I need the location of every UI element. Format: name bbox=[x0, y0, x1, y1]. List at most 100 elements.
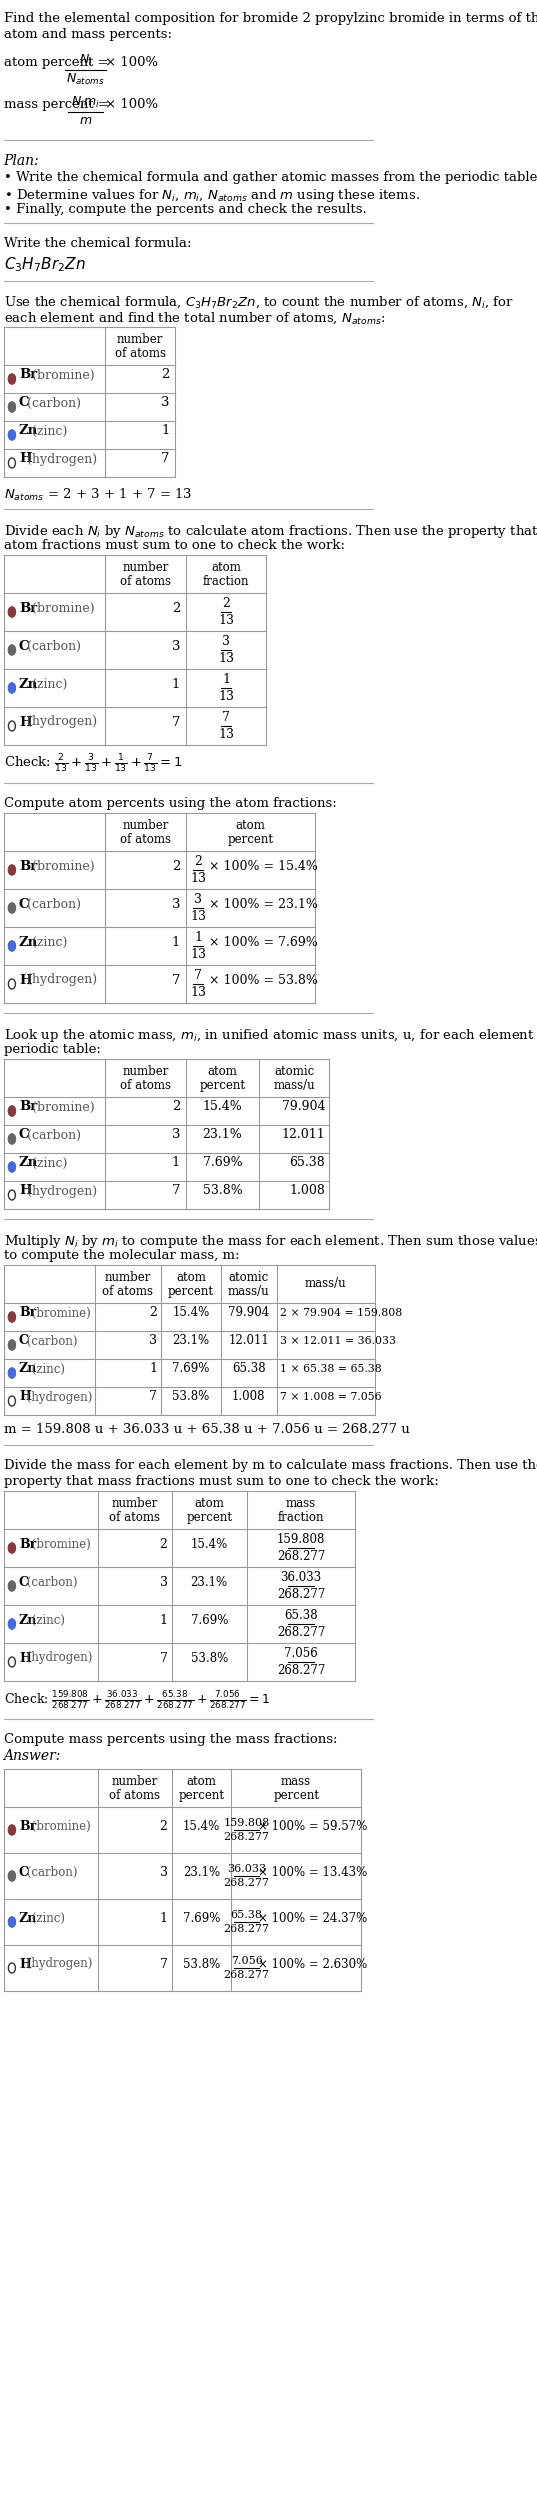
Text: of atoms: of atoms bbox=[110, 1789, 161, 1801]
Text: 53.8%: 53.8% bbox=[172, 1392, 209, 1404]
Text: 53.8%: 53.8% bbox=[191, 1650, 228, 1665]
Text: atom: atom bbox=[176, 1271, 206, 1284]
Text: 23.1%: 23.1% bbox=[191, 1575, 228, 1588]
Text: 7.056: 7.056 bbox=[231, 1957, 263, 1967]
Text: Br: Br bbox=[19, 1306, 36, 1319]
Text: 1: 1 bbox=[194, 932, 202, 945]
Text: 1: 1 bbox=[172, 678, 180, 691]
Text: 159.808: 159.808 bbox=[223, 1819, 270, 1829]
Text: 15.4%: 15.4% bbox=[191, 1537, 228, 1550]
Text: H: H bbox=[19, 1957, 31, 1969]
Text: × 100% = 2.630%: × 100% = 2.630% bbox=[258, 1957, 367, 1969]
Text: fraction: fraction bbox=[203, 575, 249, 588]
Text: (carbon): (carbon) bbox=[23, 1575, 78, 1588]
Text: 7.69%: 7.69% bbox=[203, 1156, 242, 1171]
Text: percent: percent bbox=[186, 1512, 232, 1525]
Text: (carbon): (carbon) bbox=[23, 641, 81, 653]
Text: (bromine): (bromine) bbox=[27, 1100, 94, 1113]
Text: 7.69%: 7.69% bbox=[172, 1362, 209, 1377]
Text: × 100%: × 100% bbox=[105, 98, 158, 111]
Text: atom: atom bbox=[211, 560, 241, 575]
Text: 13: 13 bbox=[191, 987, 206, 1000]
Text: atom: atom bbox=[236, 819, 265, 831]
Circle shape bbox=[9, 942, 16, 952]
Text: of atoms: of atoms bbox=[115, 347, 166, 359]
Text: 268.277: 268.277 bbox=[277, 1625, 325, 1638]
Text: 7: 7 bbox=[159, 1650, 168, 1665]
Circle shape bbox=[9, 402, 16, 412]
Text: mass: mass bbox=[286, 1497, 316, 1510]
Circle shape bbox=[9, 1871, 16, 1881]
Text: (carbon): (carbon) bbox=[23, 1128, 81, 1140]
Text: Find the elemental composition for bromide 2 propylzinc bromide in terms of the: Find the elemental composition for bromi… bbox=[4, 13, 537, 25]
Text: number: number bbox=[122, 1065, 169, 1078]
Text: (carbon): (carbon) bbox=[23, 897, 81, 909]
Text: C: C bbox=[19, 1128, 30, 1140]
Text: 23.1%: 23.1% bbox=[202, 1128, 242, 1140]
Text: 7: 7 bbox=[194, 970, 202, 982]
Text: 36.033: 36.033 bbox=[227, 1864, 266, 1874]
Text: 7.69%: 7.69% bbox=[183, 1912, 220, 1924]
Text: Zn: Zn bbox=[19, 1613, 37, 1625]
Text: 1: 1 bbox=[159, 1912, 168, 1924]
Text: (bromine): (bromine) bbox=[27, 600, 94, 615]
Text: 268.277: 268.277 bbox=[224, 1879, 270, 1889]
Text: percent: percent bbox=[200, 1080, 245, 1093]
Text: 13: 13 bbox=[218, 653, 234, 666]
Text: (bromine): (bromine) bbox=[27, 859, 94, 872]
Text: $m$: $m$ bbox=[79, 113, 92, 128]
Text: 79.904: 79.904 bbox=[282, 1100, 325, 1113]
Text: C: C bbox=[19, 1575, 29, 1588]
Text: Zn: Zn bbox=[19, 678, 38, 691]
Text: 7.69%: 7.69% bbox=[191, 1613, 228, 1625]
Circle shape bbox=[9, 683, 16, 693]
Text: Br: Br bbox=[19, 859, 37, 872]
Text: 23.1%: 23.1% bbox=[172, 1334, 209, 1346]
Text: Zn: Zn bbox=[19, 1156, 38, 1171]
Text: C: C bbox=[19, 897, 30, 909]
Text: Multiply $N_i$ by $m_i$ to compute the mass for each element. Then sum those val: Multiply $N_i$ by $m_i$ to compute the m… bbox=[4, 1233, 537, 1251]
Text: 13: 13 bbox=[191, 872, 206, 884]
Text: 2: 2 bbox=[222, 598, 230, 610]
Text: 23.1%: 23.1% bbox=[183, 1866, 220, 1879]
Text: 7: 7 bbox=[172, 975, 180, 987]
Text: number: number bbox=[122, 560, 169, 575]
Text: Br: Br bbox=[19, 369, 37, 382]
Text: 1: 1 bbox=[172, 934, 180, 950]
Circle shape bbox=[9, 374, 16, 384]
Text: 13: 13 bbox=[218, 691, 234, 703]
Text: 13: 13 bbox=[218, 613, 234, 628]
Text: (hydrogen): (hydrogen) bbox=[23, 1392, 93, 1404]
Text: (bromine): (bromine) bbox=[27, 1537, 90, 1550]
Text: 36.033: 36.033 bbox=[280, 1570, 322, 1585]
Text: 15.4%: 15.4% bbox=[202, 1100, 242, 1113]
Text: 3: 3 bbox=[222, 636, 230, 648]
Text: 13: 13 bbox=[191, 909, 206, 922]
Text: 3: 3 bbox=[161, 397, 170, 409]
Text: Plan:: Plan: bbox=[4, 153, 39, 168]
Text: 2: 2 bbox=[172, 600, 180, 615]
Text: (hydrogen): (hydrogen) bbox=[23, 1957, 93, 1969]
Circle shape bbox=[9, 1917, 16, 1927]
Text: (zinc): (zinc) bbox=[27, 934, 67, 950]
Text: of atoms: of atoms bbox=[103, 1286, 154, 1299]
Text: number: number bbox=[122, 819, 169, 831]
Text: H: H bbox=[19, 975, 32, 987]
Text: of atoms: of atoms bbox=[110, 1512, 161, 1525]
Text: (carbon): (carbon) bbox=[23, 1866, 78, 1879]
Text: 2: 2 bbox=[159, 1537, 168, 1550]
Text: Check: $\frac{2}{13} + \frac{3}{13} + \frac{1}{13} + \frac{7}{13} = 1$: Check: $\frac{2}{13} + \frac{3}{13} + \f… bbox=[4, 754, 182, 776]
Circle shape bbox=[9, 1542, 16, 1552]
Text: 7: 7 bbox=[172, 716, 180, 728]
Text: (zinc): (zinc) bbox=[27, 678, 67, 691]
Text: number: number bbox=[105, 1271, 151, 1284]
Text: periodic table:: periodic table: bbox=[4, 1042, 100, 1055]
Text: 7 × 1.008 = 7.056: 7 × 1.008 = 7.056 bbox=[280, 1392, 381, 1402]
Text: of atoms: of atoms bbox=[120, 834, 171, 847]
Text: Br: Br bbox=[19, 1819, 36, 1831]
Circle shape bbox=[9, 1105, 16, 1115]
Text: Look up the atomic mass, $m_i$, in unified atomic mass units, u, for each elemen: Look up the atomic mass, $m_i$, in unifi… bbox=[4, 1027, 537, 1045]
Text: atom: atom bbox=[208, 1065, 237, 1078]
Text: × 100%: × 100% bbox=[105, 55, 158, 68]
Circle shape bbox=[9, 1311, 16, 1321]
